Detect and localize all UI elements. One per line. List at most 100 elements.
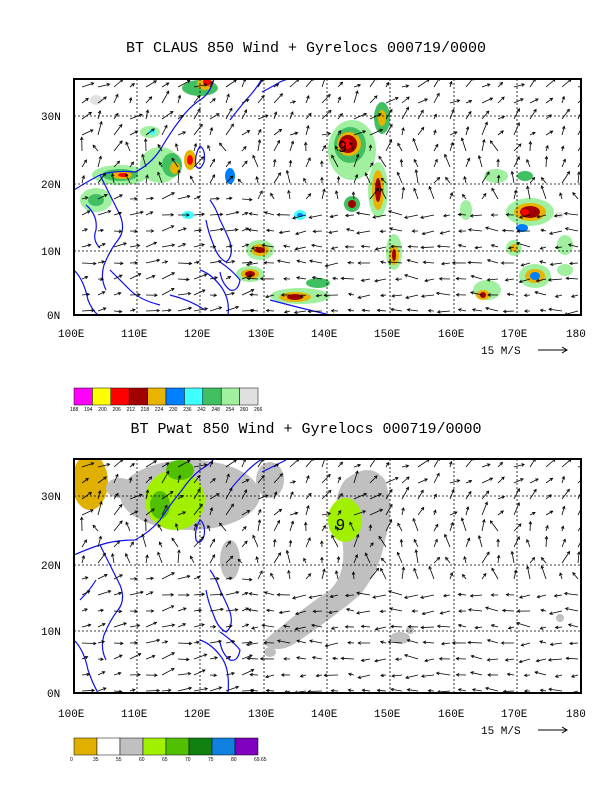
wind-arrow-head	[521, 83, 525, 87]
wind-arrow	[177, 687, 192, 692]
wind-arrow-head	[227, 540, 231, 545]
wind-arrow-head	[501, 96, 505, 101]
wind-arrow	[81, 642, 96, 644]
wind-arrow-head	[406, 308, 411, 312]
wind-arrow-head	[513, 569, 518, 574]
wind-arrow	[516, 622, 531, 628]
wind-arrow	[300, 674, 307, 677]
wind-arrow	[481, 97, 493, 104]
wind-arrow-head	[516, 502, 520, 506]
wind-arrow-head	[376, 688, 381, 693]
wind-arrow	[380, 674, 387, 677]
wind-arrow	[129, 244, 140, 248]
wind-arrow-head	[559, 192, 563, 197]
wind-arrow	[529, 459, 536, 468]
wind-arrow	[353, 470, 358, 484]
wind-arrow-head	[566, 550, 570, 555]
wind-arrow	[513, 463, 525, 468]
wind-arrow	[513, 536, 520, 548]
wind-arrow-head	[569, 641, 573, 646]
wind-arrow	[561, 96, 565, 104]
wind-arrow	[577, 145, 581, 152]
colorbar-tick-label: 65	[162, 757, 168, 763]
wind-arrow-head	[485, 110, 490, 115]
wind-arrow-head	[270, 192, 274, 197]
wind-arrow	[541, 557, 547, 564]
wind-arrow-head	[252, 534, 256, 539]
wind-arrow	[487, 278, 499, 281]
wind-arrow	[209, 554, 216, 564]
wind-arrow	[193, 124, 203, 136]
wind-arrow	[237, 559, 243, 564]
wind-arrow	[161, 288, 175, 296]
wind-arrow	[209, 608, 224, 612]
wind-arrow-head	[193, 522, 198, 527]
wind-arrow-head	[420, 506, 425, 511]
wind-arrow	[177, 460, 191, 468]
wind-arrow	[449, 100, 460, 104]
wind-arrow	[550, 262, 563, 266]
wind-arrow	[257, 79, 264, 88]
wind-arrow-head	[457, 243, 462, 248]
wind-arrow	[295, 246, 307, 250]
wind-arrow	[81, 196, 88, 200]
colorbar-tick-label: 69.65	[254, 757, 267, 763]
wind-arrow-head	[458, 609, 462, 613]
wind-arrow-head	[157, 523, 161, 528]
wind-arrow	[97, 553, 106, 564]
wind-arrow	[433, 130, 436, 136]
wind-arrow-head	[295, 231, 299, 236]
wind-arrow	[346, 608, 355, 612]
wind-arrow-head	[405, 295, 409, 300]
wind-arrow	[377, 309, 387, 312]
wind-arrow	[545, 477, 553, 484]
wind-arrow-head	[265, 228, 270, 233]
wind-arrow-head	[98, 155, 102, 160]
wind-arrow-head	[84, 275, 89, 280]
wind-arrow	[566, 277, 579, 280]
wind-arrow-head	[171, 623, 176, 627]
wind-arrow	[273, 159, 276, 168]
wind-arrow	[241, 479, 249, 484]
wind-arrow-head	[553, 213, 558, 218]
wind-arrow	[175, 143, 179, 152]
wind-arrow-head	[489, 97, 494, 101]
wind-arrow-head	[212, 98, 216, 102]
wind-arrow	[113, 113, 119, 120]
wind-arrow	[113, 310, 122, 313]
wind-arrow	[237, 179, 243, 184]
wind-arrow	[321, 189, 325, 200]
wind-arrow-head	[282, 624, 287, 628]
wind-arrow-head	[469, 594, 474, 598]
wind-arrow	[436, 292, 451, 296]
wind-arrow-head	[234, 228, 239, 232]
wind-arrow	[303, 558, 307, 564]
vector-reference-label: 15 M/S	[481, 346, 521, 358]
wind-arrow-head	[380, 177, 385, 182]
wind-arrow	[378, 156, 387, 168]
wind-arrow	[417, 459, 430, 468]
wind-arrow-head	[187, 671, 192, 676]
colorbar-swatch	[110, 387, 130, 406]
wind-arrow-head	[283, 277, 287, 281]
wind-arrow	[309, 594, 323, 599]
wind-arrow	[209, 260, 222, 264]
wind-arrow-head	[117, 671, 122, 676]
wind-arrow-head	[84, 576, 89, 580]
wind-arrow-head	[249, 672, 253, 677]
wind-arrow	[513, 122, 520, 136]
wind-arrow-head	[235, 305, 240, 310]
wind-arrow-head	[356, 211, 360, 215]
wind-arrow-head	[401, 127, 405, 131]
wind-arrow	[561, 459, 572, 468]
wind-arrow	[561, 506, 565, 516]
wind-arrow-head	[540, 177, 545, 181]
wind-arrow	[470, 291, 483, 296]
wind-arrow	[401, 487, 409, 500]
wind-arrow	[97, 687, 107, 692]
lat-label-10n: 10N	[41, 627, 61, 639]
wind-arrow	[361, 658, 371, 662]
wind-arrow	[177, 170, 180, 184]
wind-arrow	[559, 572, 563, 580]
wind-arrow-head	[150, 609, 155, 613]
